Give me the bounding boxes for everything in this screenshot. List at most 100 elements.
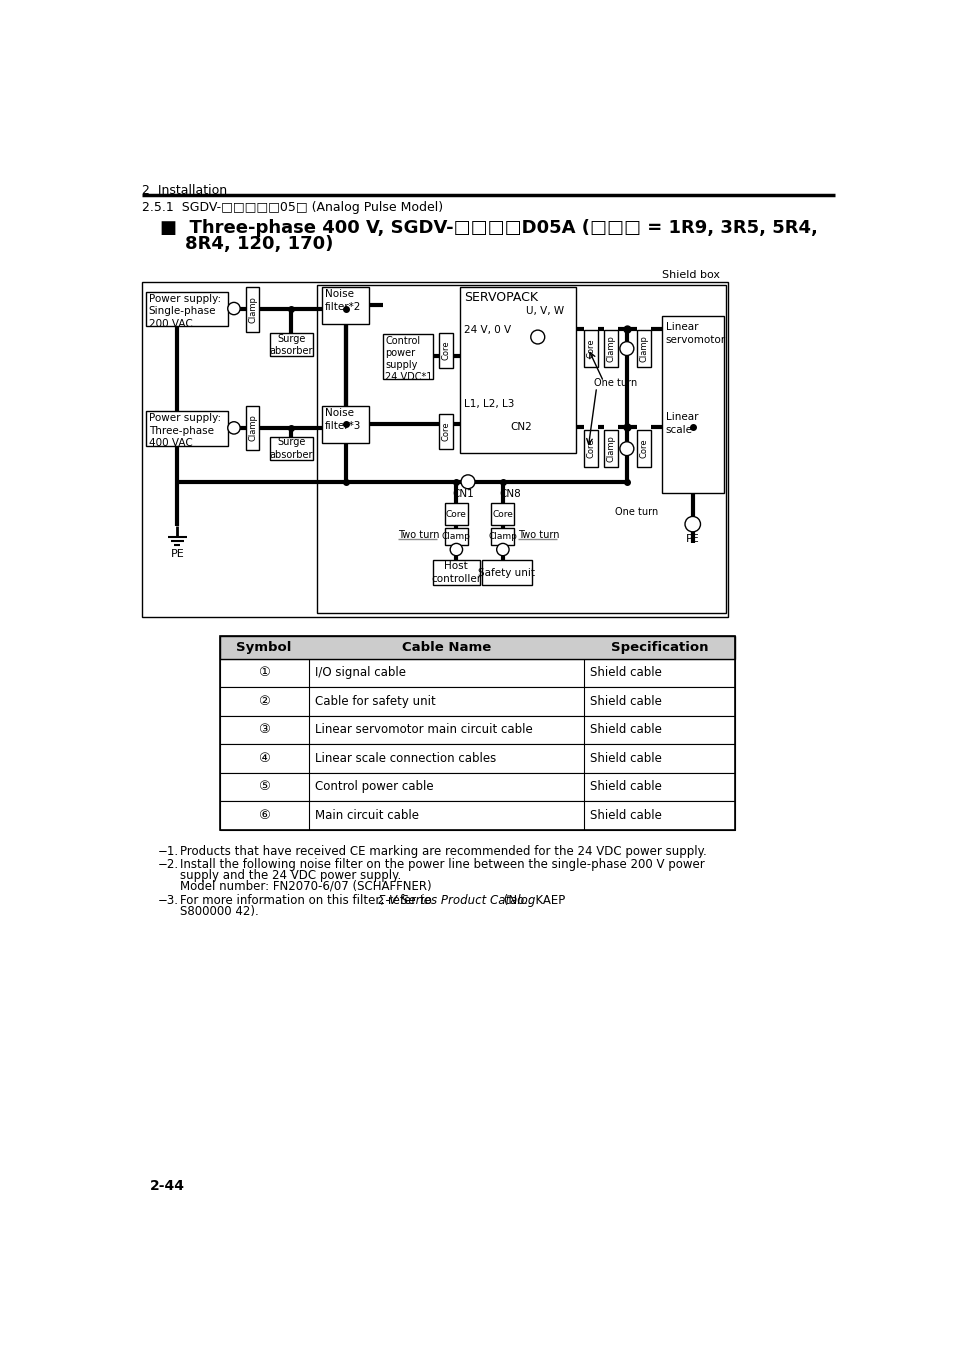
Bar [220, 773, 735, 802]
Text: ③: ③ [621, 343, 631, 354]
Bar [444, 503, 468, 525]
Bar [444, 529, 468, 545]
Bar [382, 334, 433, 379]
Bar [459, 287, 576, 453]
Text: CN8: CN8 [498, 489, 520, 499]
Circle shape [460, 475, 475, 488]
Text: Linear
servomotor: Linear servomotor [665, 322, 725, 345]
Text: Specification: Specification [610, 641, 707, 654]
Text: Cable Name: Cable Name [401, 641, 491, 654]
Text: 2  Installation: 2 Installation [142, 184, 228, 197]
Bar [439, 414, 453, 449]
Text: Model number: FN2070-6/07 (SCHAFFNER): Model number: FN2070-6/07 (SCHAFFNER) [179, 880, 431, 892]
Circle shape [619, 342, 633, 356]
Text: Surge
absorber: Surge absorber [270, 334, 313, 356]
Bar [322, 287, 369, 324]
Text: Products that have received CE marking are recommended for the 24 VDC power supp: Products that have received CE marking a… [179, 845, 706, 859]
Circle shape [684, 516, 700, 531]
Text: Shield cable: Shield cable [590, 808, 661, 822]
Bar [220, 635, 735, 658]
Text: Two turn: Two turn [517, 530, 559, 541]
Text: ①: ① [452, 545, 460, 554]
Text: −3.: −3. [158, 894, 179, 907]
Text: ②: ② [258, 695, 270, 707]
Text: 24 V, 0 V: 24 V, 0 V [464, 326, 511, 335]
Text: S800000 42).: S800000 42). [179, 904, 258, 918]
Text: Install the following noise filter on the power line between the single-phase 20: Install the following noise filter on th… [179, 859, 703, 871]
Bar [220, 635, 735, 830]
Bar [603, 330, 617, 366]
Bar [637, 430, 650, 468]
Text: One turn: One turn [593, 377, 637, 388]
Text: For more information on this filter, refer to: For more information on this filter, ref… [179, 894, 435, 907]
Text: PE: PE [685, 534, 699, 544]
Text: Shield cable: Shield cable [590, 667, 661, 679]
Bar [637, 330, 650, 366]
Bar [433, 560, 479, 585]
Bar [270, 333, 313, 357]
Text: Core: Core [445, 510, 466, 519]
Text: Core: Core [586, 339, 595, 358]
Text: CN1: CN1 [452, 489, 474, 499]
Text: 8R4, 120, 170): 8R4, 120, 170) [159, 235, 333, 253]
Circle shape [228, 422, 240, 434]
Text: −2.: −2. [158, 859, 179, 871]
Bar [439, 333, 453, 368]
Circle shape [497, 544, 509, 556]
Text: Clamp: Clamp [605, 335, 615, 362]
Text: Main circuit cable: Main circuit cable [315, 808, 419, 822]
Text: Core: Core [441, 422, 451, 441]
Bar [583, 330, 598, 366]
Bar [220, 802, 735, 830]
Text: ⑥: ⑥ [258, 808, 270, 822]
Bar [322, 406, 369, 442]
Text: U, V, W: U, V, W [525, 307, 563, 316]
Text: Control
power
supply
24 VDC*1: Control power supply 24 VDC*1 [385, 337, 432, 383]
Text: Power supply:
Three-phase
400 VAC: Power supply: Three-phase 400 VAC [149, 414, 220, 448]
Bar [270, 437, 313, 460]
Text: Core: Core [492, 510, 513, 519]
Bar [142, 281, 727, 617]
Text: Two turn: Two turn [397, 530, 439, 541]
Circle shape [619, 442, 633, 456]
Circle shape [228, 303, 240, 315]
Text: Clamp: Clamp [639, 335, 648, 362]
Text: ①: ① [258, 667, 270, 679]
Text: One turn: One turn [615, 507, 658, 518]
Bar [661, 316, 723, 493]
Circle shape [530, 330, 544, 343]
Text: Noise
filter*3: Noise filter*3 [324, 408, 360, 431]
Text: Symbol: Symbol [236, 641, 292, 654]
Text: Clamp: Clamp [605, 435, 615, 462]
Text: Core: Core [639, 439, 648, 458]
Text: Host
controller: Host controller [431, 561, 481, 584]
Text: Core: Core [586, 439, 595, 458]
Text: 2-44: 2-44 [150, 1179, 185, 1192]
Text: Clamp: Clamp [248, 296, 256, 323]
Text: Power supply:
Single-phase
200 VAC: Power supply: Single-phase 200 VAC [149, 293, 220, 329]
Text: ②: ② [497, 545, 507, 554]
Text: Linear scale connection cables: Linear scale connection cables [315, 752, 497, 765]
Text: Shield cable: Shield cable [590, 723, 661, 737]
Bar [583, 430, 598, 468]
Bar [603, 430, 617, 468]
Circle shape [450, 544, 462, 556]
Text: PE: PE [171, 549, 184, 558]
Text: ■  Three-phase 400 V, SGDV-□□□□D05A (□□□ = 1R9, 3R5, 5R4,: ■ Three-phase 400 V, SGDV-□□□□D05A (□□□ … [159, 219, 817, 237]
Text: Surge
absorber: Surge absorber [270, 438, 313, 460]
Text: L1, L2, L3: L1, L2, L3 [464, 399, 514, 408]
Bar [220, 687, 735, 715]
Bar [146, 292, 228, 326]
Bar [220, 658, 735, 687]
Text: Shield box: Shield box [661, 270, 719, 280]
Bar [316, 285, 725, 612]
Text: Clamp: Clamp [488, 531, 517, 541]
Bar [246, 287, 258, 331]
Text: CN2: CN2 [510, 422, 532, 431]
Text: Core: Core [441, 341, 451, 360]
Bar [481, 560, 532, 585]
Text: I/O signal cable: I/O signal cable [315, 667, 406, 679]
Bar [491, 503, 514, 525]
Bar [146, 411, 228, 446]
Text: ③: ③ [258, 723, 270, 737]
